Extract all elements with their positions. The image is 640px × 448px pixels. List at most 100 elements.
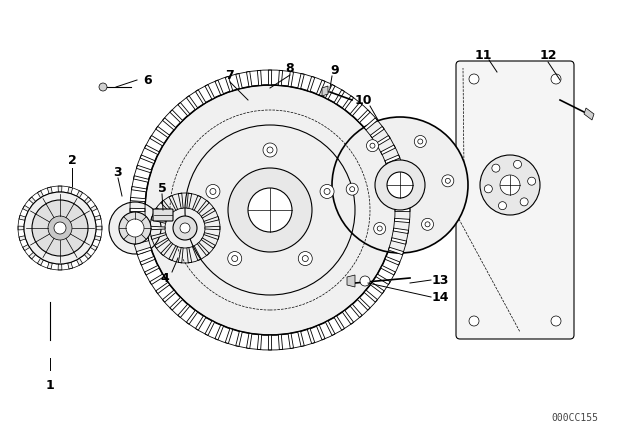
Polygon shape — [350, 103, 362, 116]
Polygon shape — [197, 200, 209, 214]
Polygon shape — [388, 247, 404, 255]
Polygon shape — [136, 247, 152, 255]
Polygon shape — [225, 76, 233, 91]
Polygon shape — [298, 331, 304, 346]
Polygon shape — [193, 246, 201, 261]
Polygon shape — [90, 205, 97, 211]
Polygon shape — [325, 321, 335, 336]
Text: 9: 9 — [331, 64, 339, 77]
Polygon shape — [278, 335, 283, 350]
Polygon shape — [90, 245, 97, 250]
Circle shape — [228, 168, 312, 252]
Circle shape — [126, 219, 144, 237]
Polygon shape — [187, 193, 192, 208]
Circle shape — [109, 202, 161, 254]
Polygon shape — [584, 108, 594, 120]
Polygon shape — [288, 72, 294, 87]
Polygon shape — [131, 186, 147, 192]
Polygon shape — [298, 73, 304, 89]
Circle shape — [302, 255, 308, 262]
Circle shape — [425, 222, 430, 227]
Circle shape — [500, 175, 520, 195]
Circle shape — [513, 160, 522, 168]
Circle shape — [367, 140, 378, 152]
Circle shape — [54, 222, 66, 234]
Polygon shape — [201, 238, 215, 248]
Polygon shape — [161, 242, 173, 255]
Text: 000CC155: 000CC155 — [552, 413, 598, 423]
Circle shape — [267, 147, 273, 153]
Polygon shape — [68, 187, 73, 194]
Polygon shape — [130, 208, 145, 211]
Polygon shape — [350, 304, 362, 318]
Polygon shape — [364, 118, 378, 130]
Circle shape — [480, 155, 540, 215]
Polygon shape — [178, 103, 190, 116]
Polygon shape — [68, 263, 73, 269]
Polygon shape — [307, 76, 315, 91]
Polygon shape — [347, 275, 355, 287]
Polygon shape — [19, 215, 26, 220]
Polygon shape — [316, 80, 325, 95]
Polygon shape — [145, 265, 159, 275]
Polygon shape — [342, 96, 354, 110]
Polygon shape — [215, 80, 223, 95]
Polygon shape — [334, 90, 344, 104]
Polygon shape — [47, 263, 52, 269]
Polygon shape — [385, 256, 400, 265]
Polygon shape — [178, 304, 190, 318]
Polygon shape — [205, 321, 214, 336]
Text: 11: 11 — [474, 48, 492, 61]
Circle shape — [346, 183, 358, 195]
Polygon shape — [236, 331, 243, 346]
Circle shape — [99, 83, 107, 91]
Polygon shape — [94, 215, 101, 220]
Circle shape — [232, 255, 237, 262]
Polygon shape — [140, 155, 155, 164]
Circle shape — [32, 200, 88, 256]
Circle shape — [349, 187, 355, 192]
Polygon shape — [163, 118, 176, 130]
Polygon shape — [204, 233, 219, 240]
Polygon shape — [156, 282, 170, 293]
Polygon shape — [84, 197, 91, 204]
Text: 4: 4 — [161, 271, 170, 284]
Polygon shape — [186, 310, 198, 324]
Circle shape — [248, 188, 292, 232]
Polygon shape — [179, 248, 183, 263]
Circle shape — [377, 226, 382, 231]
Circle shape — [527, 177, 536, 185]
Polygon shape — [94, 236, 101, 241]
Circle shape — [370, 143, 375, 148]
Polygon shape — [225, 328, 233, 344]
Polygon shape — [18, 226, 24, 230]
Polygon shape — [170, 297, 182, 310]
Polygon shape — [58, 264, 62, 270]
Circle shape — [180, 223, 190, 233]
Circle shape — [119, 212, 151, 244]
Polygon shape — [394, 198, 410, 202]
Circle shape — [210, 189, 216, 194]
Polygon shape — [37, 258, 44, 265]
Polygon shape — [155, 207, 169, 218]
FancyBboxPatch shape — [456, 61, 574, 339]
Polygon shape — [29, 252, 36, 259]
Polygon shape — [58, 186, 62, 192]
Polygon shape — [394, 218, 410, 223]
Text: 2: 2 — [68, 154, 76, 167]
Text: 1: 1 — [45, 379, 54, 392]
Text: 10: 10 — [355, 94, 372, 107]
Polygon shape — [246, 72, 252, 87]
Polygon shape — [393, 186, 408, 192]
Polygon shape — [246, 333, 252, 349]
Circle shape — [165, 208, 205, 248]
Polygon shape — [169, 195, 178, 210]
Polygon shape — [145, 145, 159, 155]
Circle shape — [445, 178, 451, 183]
Polygon shape — [131, 198, 145, 202]
Text: 8: 8 — [285, 61, 294, 74]
Polygon shape — [193, 195, 201, 210]
Polygon shape — [134, 238, 149, 244]
Polygon shape — [195, 90, 206, 104]
Polygon shape — [204, 216, 219, 224]
